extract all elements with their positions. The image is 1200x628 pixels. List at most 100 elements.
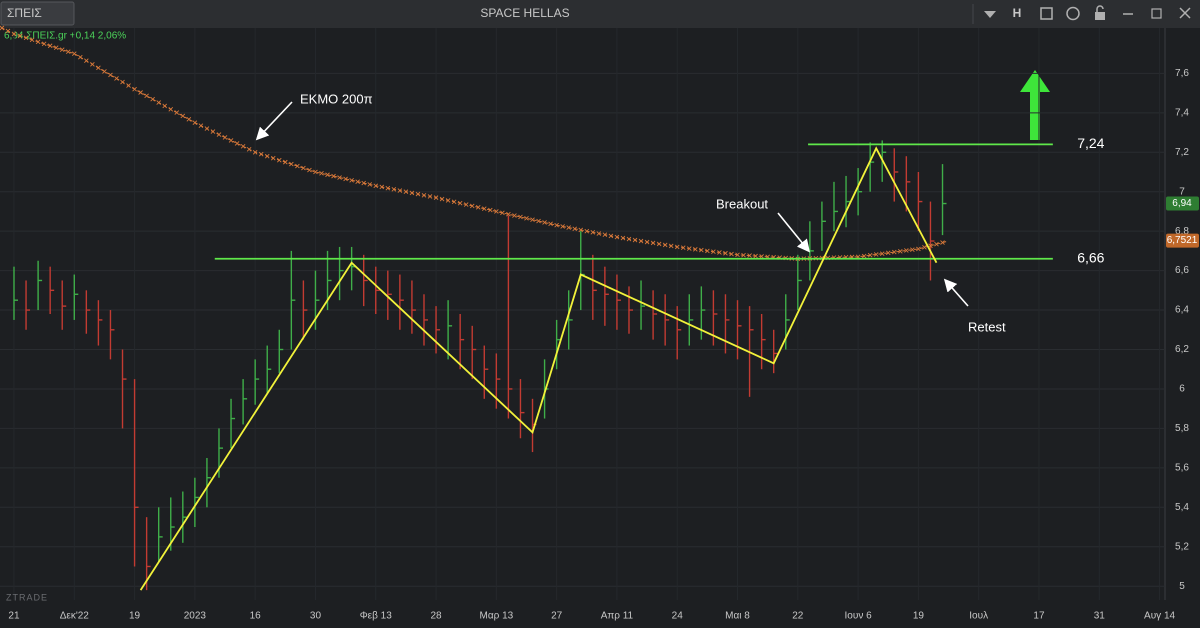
y-tick-label: 5 xyxy=(1179,581,1185,592)
symbol-input[interactable] xyxy=(0,1,75,26)
quote-icon[interactable] xyxy=(1066,6,1080,21)
note-arrow xyxy=(777,212,811,253)
ma-cross xyxy=(644,239,650,245)
ma-cross xyxy=(35,39,41,45)
x-tick-label: Μαρ 13 xyxy=(479,611,513,622)
ma-cross xyxy=(258,151,264,157)
ma-cross xyxy=(717,250,722,255)
y-tick-label: 5,2 xyxy=(1175,541,1189,552)
ma-cross xyxy=(904,248,909,253)
ma-cross xyxy=(84,58,89,64)
ma-cross xyxy=(451,199,457,205)
close-icon[interactable] xyxy=(1179,7,1191,19)
ma-cross xyxy=(940,240,945,245)
ma-cross xyxy=(572,226,578,232)
ma-cross xyxy=(168,106,174,112)
ma-cross xyxy=(102,69,107,74)
note: Breakout xyxy=(716,196,768,211)
ma-cross xyxy=(469,203,475,209)
x-tick-label: 31 xyxy=(1094,611,1106,622)
ma-cross xyxy=(270,155,276,161)
ma-cross xyxy=(264,153,270,159)
x-tick-label: Απρ 11 xyxy=(601,611,634,622)
ma-cross xyxy=(475,204,481,210)
dropdown-icon[interactable] xyxy=(984,11,996,18)
ma-cross xyxy=(301,165,306,171)
ma-cross xyxy=(457,200,463,206)
lock-icon[interactable] xyxy=(1095,12,1105,20)
ma-cross xyxy=(361,180,367,186)
y-tick-label: 6,4 xyxy=(1175,305,1189,316)
ma-cross xyxy=(409,190,415,196)
brand-logo: ZTRADE xyxy=(6,592,48,602)
ma-cross xyxy=(415,191,421,197)
ma-cross xyxy=(210,129,216,134)
price-badge xyxy=(1166,196,1199,211)
ma-cross xyxy=(379,184,385,190)
x-tick-label: Αυγ 14 xyxy=(1144,611,1175,622)
ma-cross xyxy=(337,175,342,180)
ma-cross xyxy=(494,209,499,214)
ma-cross xyxy=(638,238,644,244)
y-tick-label: 7 xyxy=(1179,186,1185,197)
ma-cross xyxy=(222,135,228,140)
ma-cross xyxy=(759,254,764,259)
ma-cross xyxy=(686,246,692,251)
y-tick-label: 6,8 xyxy=(1175,226,1189,237)
ma-cross xyxy=(747,253,752,258)
ma-cross xyxy=(705,248,710,254)
ma-cross xyxy=(234,141,240,146)
ma-cross xyxy=(355,179,360,184)
ma-cross xyxy=(403,189,409,195)
ma-cross xyxy=(5,28,11,34)
ma-cross xyxy=(916,246,921,252)
ma-cross xyxy=(276,157,282,163)
ma-cross xyxy=(578,227,584,233)
window-icon[interactable] xyxy=(1040,7,1053,20)
x-tick-label: Φεβ 13 xyxy=(360,611,393,622)
ma-cross xyxy=(934,241,939,247)
ma-cross xyxy=(445,198,451,203)
ma-cross xyxy=(711,249,716,254)
ma-cross xyxy=(427,194,433,199)
ma-cross xyxy=(656,241,662,247)
ma-cross xyxy=(650,240,656,246)
ma-cross xyxy=(289,161,294,167)
ma-cross xyxy=(0,25,5,31)
symbol: ΣΠΕΙΣ xyxy=(7,6,42,20)
ma-cross xyxy=(29,37,35,43)
ma-cross xyxy=(512,213,517,218)
y-tick-label: 6,2 xyxy=(1175,344,1189,355)
ma-cross xyxy=(542,220,547,225)
x-tick-label: Μαι 8 xyxy=(725,611,750,622)
x-tick-label: 22 xyxy=(792,611,804,622)
ma-cross xyxy=(632,237,638,243)
ma-cross xyxy=(96,65,101,71)
price-badge-label: 6,94 xyxy=(1172,198,1192,209)
pattern-line xyxy=(139,146,938,591)
ma-cross xyxy=(397,188,403,193)
ma-cross xyxy=(554,222,559,228)
ma-cross xyxy=(439,196,445,202)
ma-cross xyxy=(680,245,686,251)
ma-cross xyxy=(138,90,143,95)
ma-cross xyxy=(891,249,897,255)
ma-cross xyxy=(614,234,620,240)
ma-cross xyxy=(331,173,336,179)
ma-cross xyxy=(162,103,168,109)
ma-cross xyxy=(47,43,53,49)
x-tick-label: 30 xyxy=(310,611,322,622)
y-tick-label: 5,8 xyxy=(1175,423,1189,434)
ma-cross xyxy=(132,86,137,92)
ma-cross xyxy=(367,182,373,187)
mode-button[interactable]: H xyxy=(1013,6,1022,20)
ma-cross xyxy=(602,232,608,238)
up-arrow xyxy=(1020,70,1050,140)
ma-cross xyxy=(150,96,155,102)
ma-cross xyxy=(41,41,47,47)
ma-cross xyxy=(910,247,915,253)
ma-cross xyxy=(252,149,258,155)
restore-icon[interactable] xyxy=(1151,8,1162,19)
